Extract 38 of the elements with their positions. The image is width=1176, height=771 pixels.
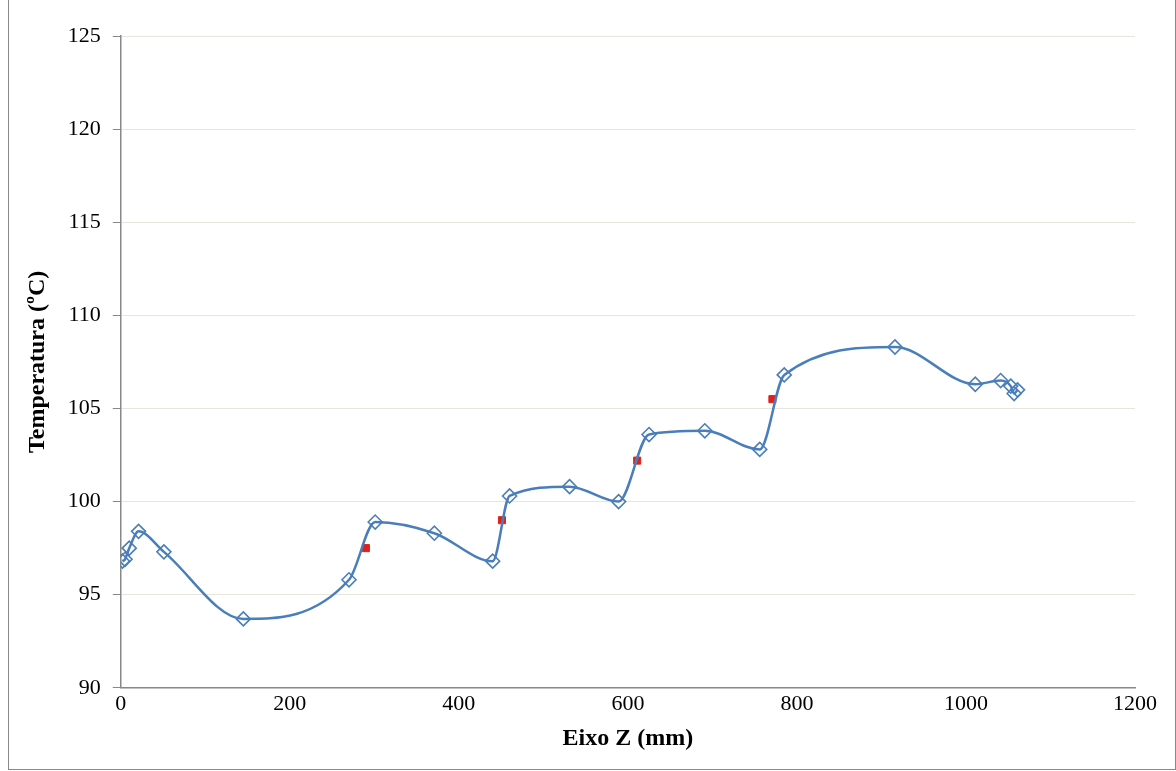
x-axis-title: Eixo Z (mm) <box>562 723 694 750</box>
y-tick-label: 115 <box>68 208 101 234</box>
point <box>641 426 657 443</box>
point <box>130 523 147 540</box>
point <box>697 423 713 439</box>
point <box>1009 382 1026 398</box>
point <box>341 571 357 588</box>
point <box>967 376 984 393</box>
x-tick-label: 400 <box>442 689 476 715</box>
y-axis-title: Temperatura (ºC) <box>22 270 49 454</box>
point <box>235 611 252 627</box>
point <box>501 488 518 504</box>
point <box>121 540 138 556</box>
x-tick-label: 200 <box>273 689 307 715</box>
point <box>561 478 578 495</box>
x-tick-label: 0 <box>115 689 127 715</box>
point <box>1006 385 1022 402</box>
point <box>426 525 443 542</box>
y-tick-label: 90 <box>78 673 101 699</box>
y-tick-label: 120 <box>67 114 101 140</box>
y-tick-label: 95 <box>78 580 101 606</box>
y-tick-label: 100 <box>67 487 101 513</box>
point <box>992 372 1009 389</box>
point <box>367 514 383 530</box>
x-tick-label: 600 <box>611 689 645 715</box>
x-tick-label: 1200 <box>1113 689 1157 715</box>
point <box>156 544 172 560</box>
y-tick-label: 105 <box>67 394 101 420</box>
point <box>751 441 768 458</box>
x-tick-label: 800 <box>780 689 814 715</box>
point <box>484 553 501 569</box>
point <box>1002 378 1019 394</box>
point <box>610 493 627 510</box>
x-tick-label: 1000 <box>943 689 988 715</box>
point <box>887 339 903 355</box>
point <box>776 367 793 383</box>
y-tick-label: 110 <box>68 301 101 327</box>
y-tick-label: 125 <box>67 21 101 47</box>
